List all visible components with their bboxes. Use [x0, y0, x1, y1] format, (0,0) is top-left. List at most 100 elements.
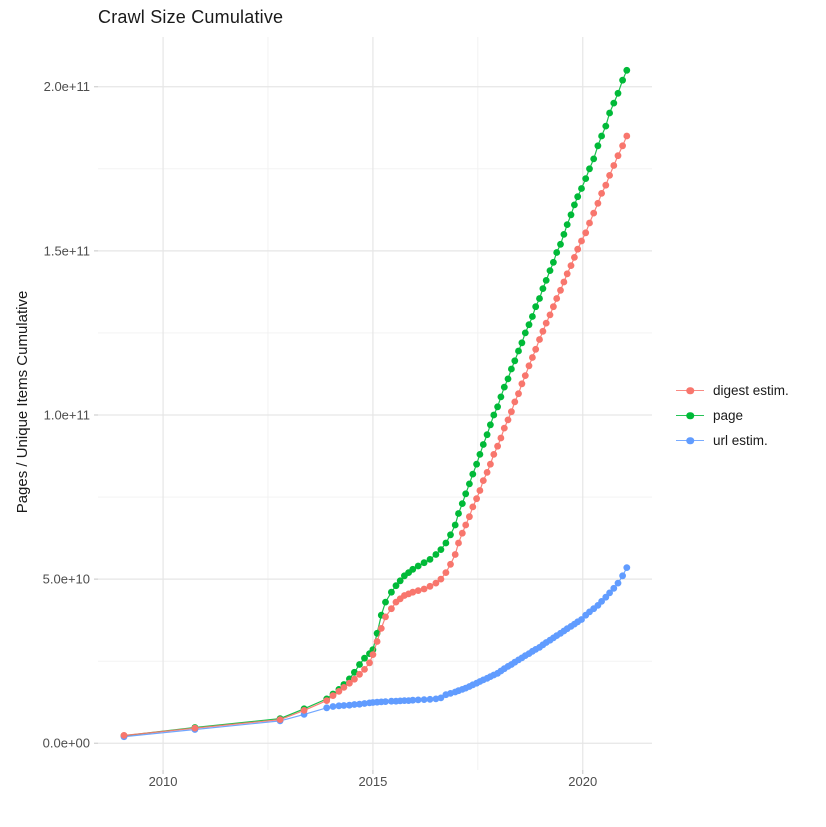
data-point-page	[571, 201, 578, 209]
legend-item-digest-estim: digest estim.	[676, 383, 789, 398]
data-point-page	[426, 556, 434, 563]
data-point-page	[455, 510, 462, 517]
data-point-page	[539, 285, 547, 292]
data-point-digest-estim	[598, 190, 605, 197]
data-point-digest-estim	[623, 132, 631, 140]
data-point-page	[409, 565, 417, 573]
data-point-page	[473, 460, 480, 468]
y-tick-label: 5.0e+10	[43, 572, 90, 587]
data-point-digest-estim	[619, 142, 626, 150]
data-point-digest-estim	[542, 319, 550, 327]
data-point-digest-estim	[191, 724, 199, 732]
data-point-url-estim	[335, 702, 343, 710]
data-point-digest-estim	[366, 659, 373, 667]
data-point-page	[560, 231, 568, 238]
data-point-digest-estim	[539, 327, 547, 335]
data-point-digest-estim	[432, 579, 440, 587]
data-point-url-estim	[329, 703, 337, 710]
data-point-digest-estim	[335, 688, 343, 695]
data-point-page	[437, 546, 445, 553]
data-point-url-estim	[614, 579, 622, 587]
data-point-digest-estim	[571, 254, 578, 261]
data-point-page	[536, 295, 543, 302]
series-line-url-estim	[123, 567, 628, 738]
data-point-page	[614, 89, 622, 97]
data-point-digest-estim	[553, 295, 561, 302]
data-point-digest-estim	[382, 613, 389, 621]
data-point-digest-estim	[469, 503, 477, 511]
x-tick-label: 2010	[149, 774, 178, 789]
y-tick-label: 0.0e+00	[43, 736, 90, 751]
data-point-digest-estim	[511, 398, 519, 406]
data-point-digest-estim	[369, 651, 377, 658]
legend-key-icon	[676, 434, 704, 448]
data-point-url-estim	[610, 584, 618, 592]
data-point-digest-estim	[497, 434, 505, 442]
data-point-page	[623, 66, 631, 74]
data-point-digest-estim	[494, 442, 501, 450]
data-point-url-estim	[578, 616, 585, 623]
data-point-digest-estim	[594, 199, 602, 207]
data-point-page	[586, 165, 593, 173]
data-point-digest-estim	[586, 219, 593, 227]
data-point-page	[356, 661, 363, 668]
data-point-page	[388, 588, 395, 596]
data-point-page	[479, 441, 487, 448]
data-point-page	[458, 500, 466, 507]
data-point-digest-estim	[120, 732, 128, 739]
y-tick-label: 1.5e+11	[44, 243, 90, 258]
data-point-page	[508, 365, 515, 373]
data-point-digest-estim	[508, 408, 515, 416]
data-point-digest-estim	[476, 487, 484, 494]
data-point-page	[610, 99, 618, 107]
data-point-page	[550, 258, 557, 266]
data-point-digest-estim	[532, 345, 540, 353]
data-point-digest-estim	[329, 692, 337, 699]
data-point-page	[532, 303, 540, 311]
legend-item-url-estim: url estim.	[676, 433, 789, 448]
data-point-page	[382, 598, 389, 606]
data-point-page	[582, 175, 590, 183]
data-point-digest-estim	[550, 303, 557, 311]
data-point-digest-estim	[479, 477, 487, 484]
data-point-digest-estim	[323, 697, 331, 704]
data-point-digest-estim	[473, 495, 480, 503]
data-point-url-estim	[420, 696, 428, 703]
data-point-page	[578, 185, 585, 192]
data-point-page	[392, 582, 400, 590]
data-point-page	[466, 480, 473, 488]
data-point-url-estim	[361, 700, 368, 707]
data-point-page	[462, 490, 470, 498]
data-point-page	[590, 155, 598, 163]
data-point-page	[546, 267, 554, 274]
data-point-page	[442, 539, 450, 547]
data-point-digest-estim	[614, 152, 622, 160]
data-point-page	[602, 122, 610, 130]
data-point-url-estim	[356, 700, 363, 708]
data-point-page	[619, 76, 626, 84]
data-point-digest-estim	[458, 529, 466, 537]
data-point-url-estim	[346, 701, 353, 709]
data-point-digest-estim	[557, 286, 564, 294]
data-point-page	[606, 109, 613, 117]
data-point-digest-estim	[574, 245, 582, 253]
data-point-digest-estim	[346, 679, 353, 687]
data-point-digest-estim	[578, 237, 585, 245]
data-point-page	[525, 321, 533, 329]
data-point-digest-estim	[356, 670, 363, 678]
data-point-digest-estim	[483, 469, 491, 476]
data-point-digest-estim	[521, 372, 529, 379]
data-point-page	[567, 211, 575, 219]
data-point-page	[500, 383, 508, 391]
data-point-url-estim	[323, 704, 331, 712]
data-point-page	[557, 240, 564, 248]
data-point-page	[553, 249, 561, 256]
data-point-page	[529, 313, 536, 320]
data-point-digest-estim	[351, 675, 358, 683]
data-point-digest-estim	[500, 424, 508, 432]
data-point-digest-estim	[546, 311, 554, 319]
data-point-page	[432, 551, 440, 558]
data-point-digest-estim	[602, 181, 610, 189]
